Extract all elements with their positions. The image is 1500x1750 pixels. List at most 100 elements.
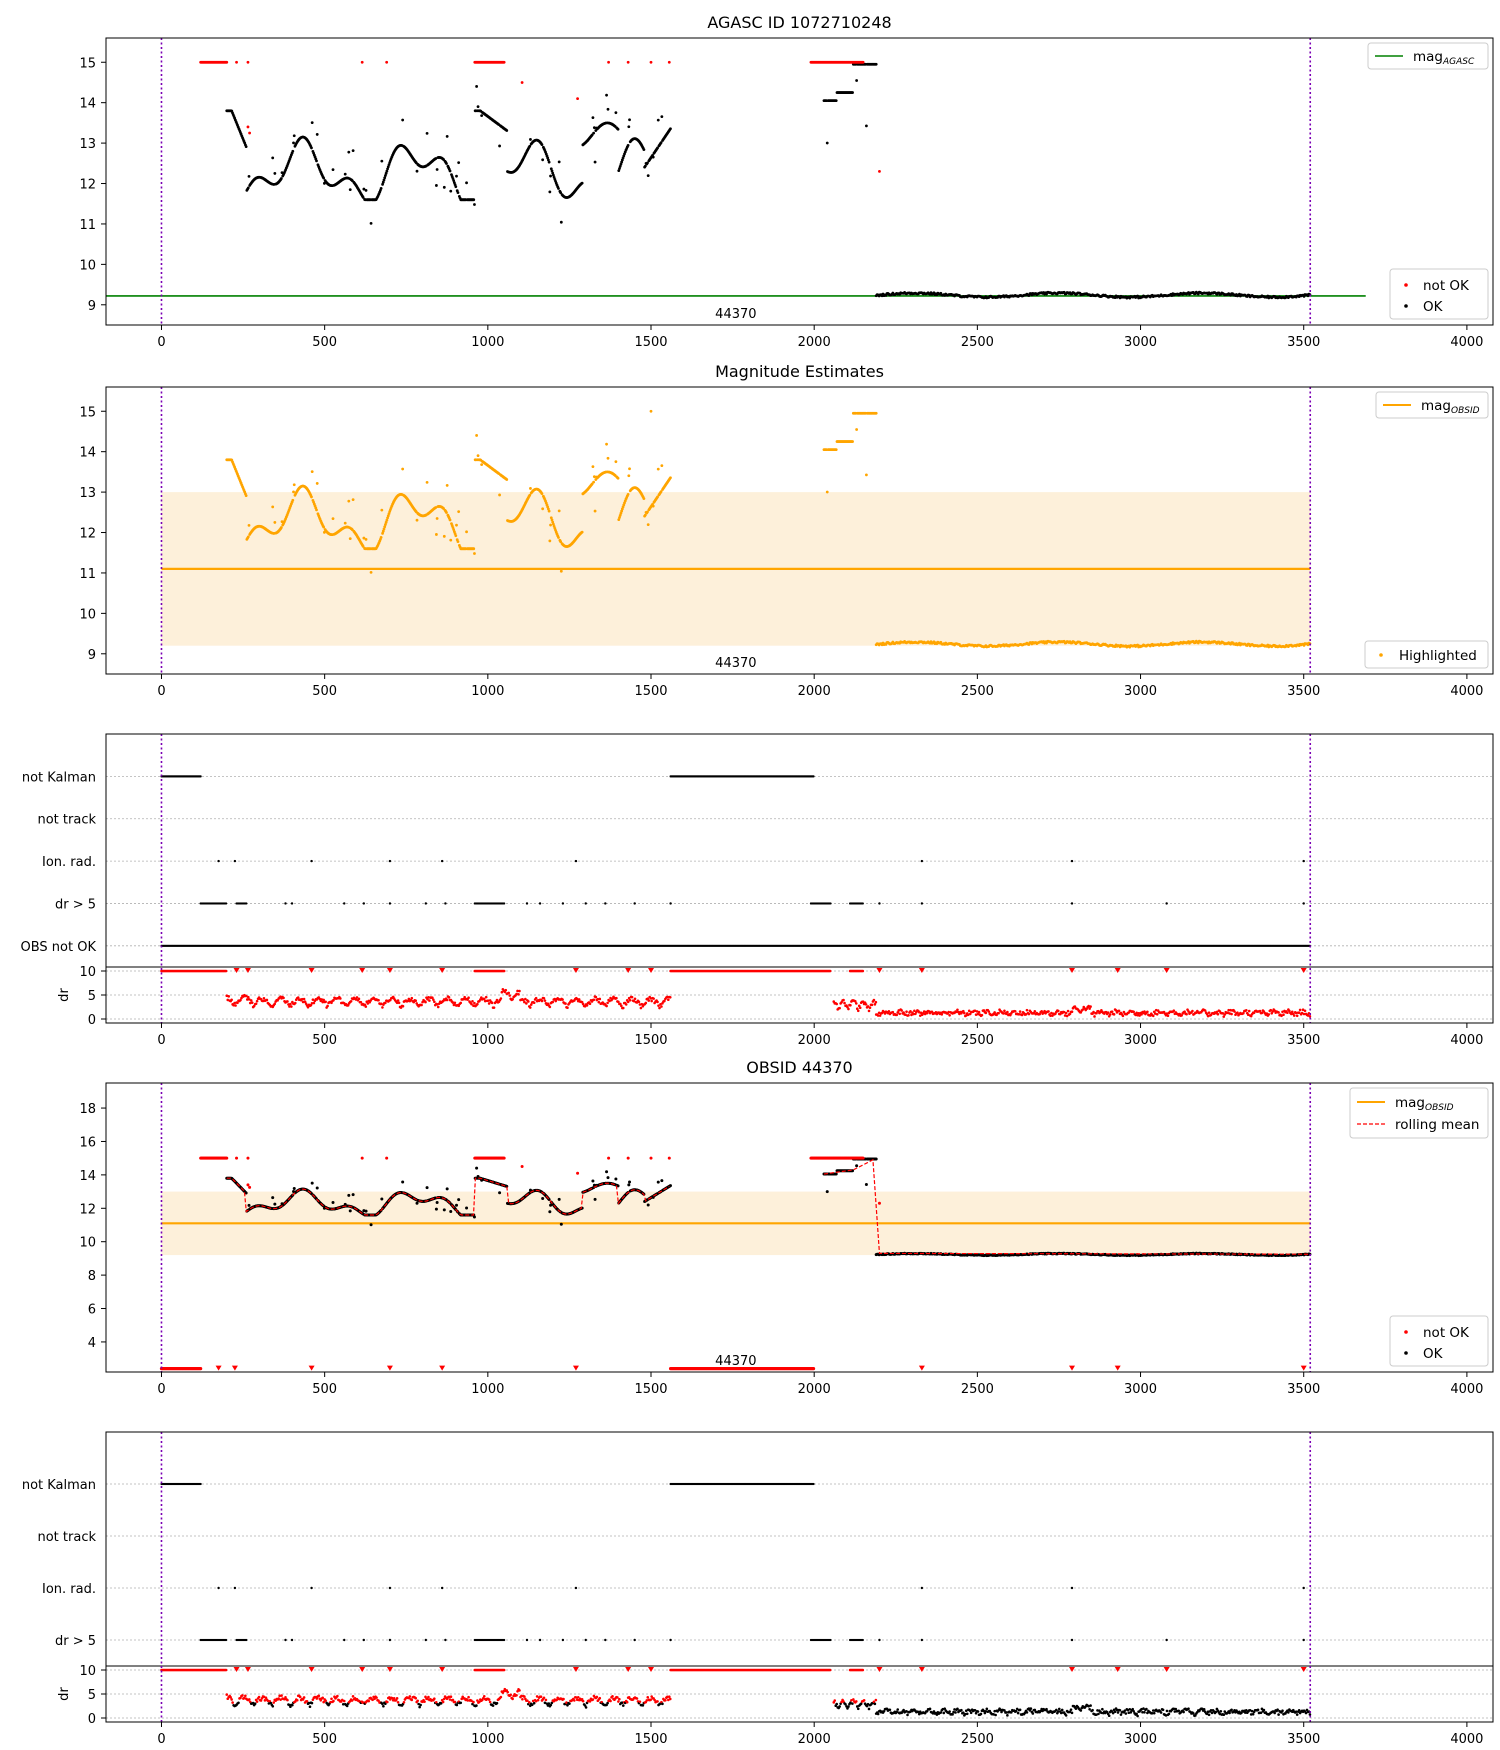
panel1-xtick-label: 4000 xyxy=(1450,335,1483,350)
ok-point xyxy=(456,191,460,195)
ok-point xyxy=(434,184,438,187)
panel2-ytick-label: 12 xyxy=(79,527,96,542)
flag-point xyxy=(812,775,815,778)
highlighted-point xyxy=(310,470,314,474)
flag-point xyxy=(245,902,248,905)
dr-point xyxy=(856,1009,860,1013)
dr-point xyxy=(842,998,845,1002)
dr-point xyxy=(302,997,306,1001)
not-ok-point xyxy=(878,169,881,173)
highlighted-point xyxy=(434,533,438,536)
panel1-obsid-label: 44370 xyxy=(715,307,756,322)
ok-point xyxy=(448,169,452,173)
ok-point xyxy=(825,141,829,145)
dr-point xyxy=(339,997,342,1000)
dr-point xyxy=(492,1006,496,1009)
panel2-xtick-label: 1000 xyxy=(471,684,504,699)
dr-clipped-point xyxy=(502,969,506,973)
dr-point xyxy=(453,1001,457,1005)
dr-point xyxy=(870,1003,874,1007)
dr-point xyxy=(250,1001,254,1004)
dr-point xyxy=(594,995,598,999)
ok-point xyxy=(620,160,624,164)
dr-point xyxy=(551,1000,555,1004)
dr-point xyxy=(1006,1010,1009,1014)
dr-point xyxy=(447,996,451,999)
ok-point xyxy=(619,162,623,166)
ok-point xyxy=(646,174,650,178)
highlighted-point xyxy=(425,480,429,484)
dr-point xyxy=(847,1007,850,1011)
panel1-xtick-label: 0 xyxy=(157,335,165,350)
panel2-legend-line: magOBSID xyxy=(1375,391,1489,419)
dr-point xyxy=(265,998,269,1002)
dr-clipped-marker xyxy=(439,968,446,973)
ok-point xyxy=(643,164,647,168)
dr-point xyxy=(1033,1010,1037,1013)
highlighted-point xyxy=(449,538,453,542)
highlighted-point xyxy=(529,487,532,490)
dr-point xyxy=(858,1006,862,1010)
ok-point xyxy=(362,187,366,191)
dr-clipped-marker xyxy=(625,968,632,973)
flag-point xyxy=(584,902,587,905)
ok-point xyxy=(627,125,631,129)
dr-point xyxy=(525,1002,528,1005)
highlighted-point xyxy=(401,467,405,471)
dr-point xyxy=(324,1000,327,1004)
dr-point xyxy=(476,1002,479,1006)
dr-point xyxy=(585,1004,589,1007)
dr-point xyxy=(872,998,876,1002)
panel2-xtick-label: 4000 xyxy=(1450,684,1483,699)
highlighted-point xyxy=(656,467,660,471)
highlighted-point xyxy=(628,467,631,471)
dr-point xyxy=(656,1000,659,1004)
panel1-ytick-label: 15 xyxy=(79,56,96,71)
ok-point xyxy=(386,165,390,169)
dr-clipped-marker xyxy=(918,968,925,973)
ok-point xyxy=(380,159,384,163)
ok-point xyxy=(874,62,878,66)
ok-point xyxy=(628,118,631,122)
ok-point xyxy=(618,167,621,170)
dr-point xyxy=(349,999,353,1003)
ok-point xyxy=(656,146,659,150)
ok-point xyxy=(617,169,621,173)
dr-point xyxy=(1013,1009,1017,1013)
dr-point xyxy=(895,1013,899,1017)
dr-point xyxy=(459,1001,463,1005)
dr-clipped-marker xyxy=(386,968,393,973)
flag-label: dr > 5 xyxy=(55,897,96,912)
ok-point xyxy=(454,185,458,189)
highlighted-point xyxy=(415,518,419,522)
dr-point xyxy=(249,999,253,1002)
ok-point xyxy=(559,191,563,194)
ok-point xyxy=(246,186,250,190)
dr-point xyxy=(621,1006,625,1010)
flag-point xyxy=(920,859,924,863)
flag-point xyxy=(920,902,924,905)
dr-point xyxy=(900,1009,903,1012)
highlighted-point xyxy=(343,521,347,525)
flag-point xyxy=(388,859,392,863)
dr-point xyxy=(534,996,538,1000)
panel2-ytick-label: 10 xyxy=(79,607,96,622)
ok-point xyxy=(559,220,563,224)
dr-point xyxy=(956,1008,959,1012)
panel2-title: Magnitude Estimates xyxy=(715,362,884,381)
ok-point xyxy=(557,160,561,164)
flag-point xyxy=(284,902,287,905)
highlighted-point xyxy=(865,473,868,477)
highlighted-point xyxy=(834,448,838,452)
legend-label-ok: OK xyxy=(1423,299,1444,315)
dr-clipped-marker xyxy=(1300,968,1307,973)
highlighted-point xyxy=(480,463,484,467)
dr-point xyxy=(905,1010,908,1013)
not-ok-point xyxy=(667,60,671,64)
ok-point xyxy=(435,168,439,171)
dr-point xyxy=(436,1005,440,1009)
dr-point xyxy=(296,996,300,999)
ok-point xyxy=(449,189,453,193)
not-ok-point xyxy=(861,60,865,64)
dr-point xyxy=(473,1001,476,1005)
